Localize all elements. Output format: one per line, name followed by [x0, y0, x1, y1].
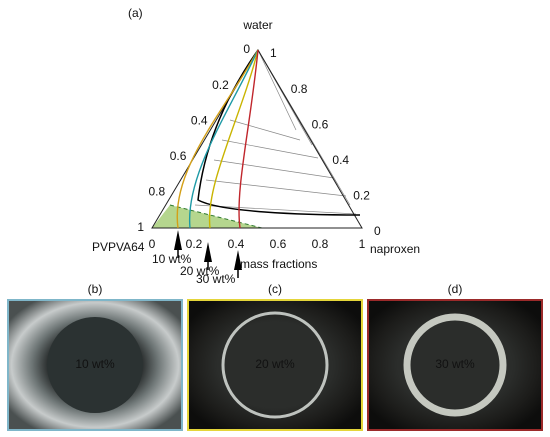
tick-label: 0.4 — [191, 113, 208, 127]
photo-text: 20 wt% — [255, 357, 295, 371]
apex-label: naproxen — [370, 242, 420, 256]
curve — [188, 49, 259, 229]
ring — [221, 311, 329, 419]
tick-label: 0.2 — [186, 237, 203, 251]
boundary — [169, 204, 263, 229]
tick-label: 0 — [243, 42, 250, 56]
tick-label: 0 — [374, 224, 381, 238]
tick-label: 0.8 — [149, 185, 166, 199]
photo-label: (d) — [448, 282, 463, 296]
panel-label: (a) — [128, 6, 143, 20]
region — [152, 205, 262, 228]
tick-label: 1 — [270, 46, 277, 60]
arrow — [204, 242, 212, 262]
curve — [208, 49, 259, 229]
tick-label: 0.4 — [228, 237, 245, 251]
photo-text: 10 wt% — [75, 357, 115, 371]
photo-text: 30 wt% — [435, 357, 475, 371]
photo-label: (c) — [268, 282, 282, 296]
ring — [403, 313, 507, 417]
tick-label: 0.4 — [332, 153, 349, 167]
tick-label: 0.8 — [312, 237, 329, 251]
photo-label: (b) — [88, 282, 103, 296]
curve — [176, 49, 259, 229]
arrow-label: 10 wt% — [152, 252, 192, 266]
apex-label: PVPVA64 — [92, 240, 145, 254]
photo — [367, 299, 543, 431]
apex-label: water — [242, 18, 272, 32]
arrow — [174, 230, 182, 250]
tick-label: 0.2 — [353, 189, 370, 203]
tick-label: 1 — [359, 237, 366, 251]
tick-label: 1 — [137, 220, 144, 234]
binodal — [197, 49, 361, 216]
photo — [187, 299, 363, 431]
tick-label: 0.8 — [291, 82, 308, 96]
arrow-label: 30 wt% — [196, 272, 236, 286]
curve — [238, 49, 259, 229]
axis-note: mass fractions — [240, 257, 317, 271]
arrow — [234, 250, 242, 270]
tie-lines — [194, 49, 357, 215]
drop — [47, 317, 143, 413]
tick-label: 0 — [149, 237, 156, 251]
triangle — [151, 49, 363, 229]
tick-label: 0.2 — [212, 78, 229, 92]
tick-label: 0.6 — [170, 149, 187, 163]
tick-label: 0.6 — [270, 237, 287, 251]
arrow-label: 20 wt% — [180, 264, 220, 278]
tick-label: 0.6 — [312, 117, 329, 131]
